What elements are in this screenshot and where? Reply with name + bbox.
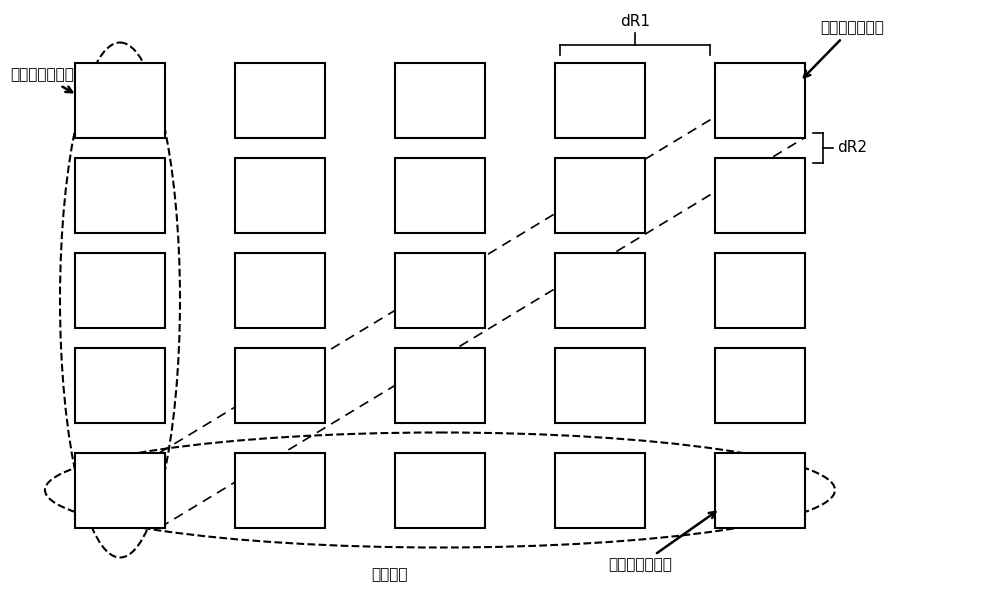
Bar	[235, 452, 325, 528]
Bar	[715, 158, 805, 232]
Bar	[555, 253, 645, 328]
Text: 第一组目标阵元: 第一组目标阵元	[10, 68, 74, 92]
Bar	[555, 62, 645, 138]
Bar	[395, 158, 485, 232]
Bar	[75, 253, 165, 328]
Bar	[395, 452, 485, 528]
Bar	[395, 347, 485, 422]
Bar	[235, 62, 325, 138]
Bar	[715, 347, 805, 422]
Bar	[235, 158, 325, 232]
Bar	[235, 347, 325, 422]
Bar	[555, 452, 645, 528]
Text: dR1: dR1	[620, 14, 650, 29]
Bar	[715, 253, 805, 328]
Bar	[75, 158, 165, 232]
Bar	[75, 452, 165, 528]
Bar	[555, 347, 645, 422]
Bar	[715, 62, 805, 138]
Text: 第三组目标阵元: 第三组目标阵元	[804, 20, 884, 77]
Bar	[75, 62, 165, 138]
Text: 阵元选取: 阵元选取	[372, 567, 408, 582]
Bar	[235, 253, 325, 328]
Bar	[395, 62, 485, 138]
Bar	[395, 253, 485, 328]
Text: 第二组目标阵元: 第二组目标阵元	[608, 512, 715, 573]
Text: dR2: dR2	[837, 140, 867, 155]
Bar	[75, 347, 165, 422]
Bar	[555, 158, 645, 232]
Bar	[715, 452, 805, 528]
